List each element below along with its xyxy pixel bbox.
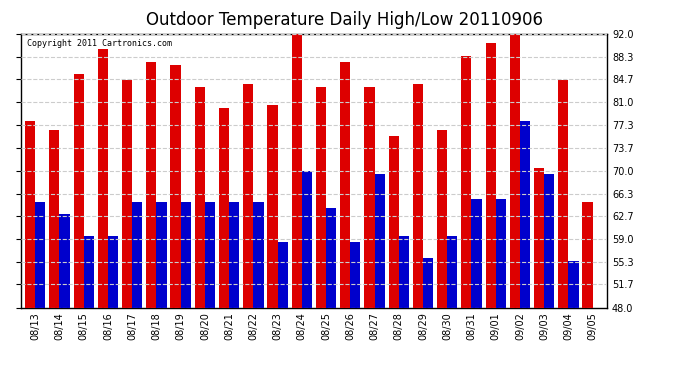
Bar	[351, 242, 360, 308]
Bar	[181, 202, 191, 308]
Bar	[569, 261, 579, 308]
Bar	[364, 87, 375, 308]
Bar	[534, 168, 544, 308]
Bar	[437, 130, 447, 308]
Bar	[108, 236, 118, 308]
Text: Outdoor Temperature Daily High/Low 20110906: Outdoor Temperature Daily High/Low 20110…	[146, 11, 544, 29]
Bar	[157, 202, 166, 308]
Bar	[170, 65, 181, 308]
Bar	[558, 80, 569, 308]
Bar	[253, 202, 264, 308]
Bar	[49, 130, 59, 308]
Bar	[520, 121, 530, 308]
Bar	[35, 202, 46, 308]
Bar	[146, 62, 157, 308]
Bar	[243, 84, 253, 308]
Bar	[229, 202, 239, 308]
Bar	[277, 242, 288, 308]
Bar	[122, 80, 132, 308]
Bar	[375, 174, 385, 308]
Bar	[74, 74, 83, 307]
Bar	[510, 27, 520, 308]
Bar	[471, 199, 482, 308]
Bar	[292, 34, 302, 308]
Bar	[462, 56, 471, 308]
Bar	[544, 174, 554, 308]
Bar	[340, 62, 351, 308]
Bar	[132, 202, 142, 308]
Bar	[316, 87, 326, 308]
Bar	[25, 121, 35, 308]
Bar	[413, 84, 423, 308]
Text: Copyright 2011 Cartronics.com: Copyright 2011 Cartronics.com	[26, 39, 172, 48]
Bar	[447, 236, 457, 308]
Bar	[582, 202, 593, 308]
Bar	[486, 43, 495, 308]
Bar	[423, 258, 433, 307]
Bar	[83, 236, 94, 308]
Bar	[302, 171, 312, 308]
Bar	[388, 136, 399, 308]
Bar	[195, 87, 205, 308]
Bar	[495, 199, 506, 308]
Bar	[219, 108, 229, 307]
Bar	[98, 49, 108, 308]
Bar	[268, 105, 277, 308]
Bar	[59, 214, 70, 308]
Bar	[205, 202, 215, 308]
Bar	[399, 236, 409, 308]
Bar	[326, 208, 336, 308]
